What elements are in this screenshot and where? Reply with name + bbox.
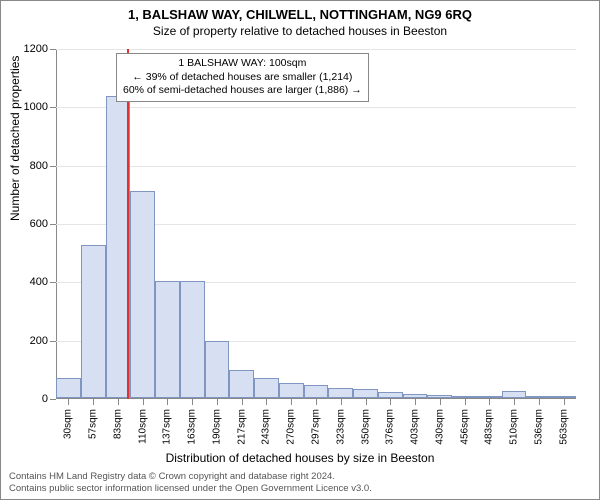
footer-attribution: Contains HM Land Registry data © Crown c… xyxy=(9,471,372,495)
plot-area: 02004006008001000120030sqm57sqm83sqm110s… xyxy=(56,49,576,399)
x-tick-label: 483sqm xyxy=(484,405,495,445)
x-tick-label: 137sqm xyxy=(162,405,173,445)
x-axis-title: Distribution of detached houses by size … xyxy=(1,451,599,465)
x-tick-label: 190sqm xyxy=(211,405,222,445)
x-tick-label: 110sqm xyxy=(137,405,148,444)
histogram-bar xyxy=(551,396,576,398)
y-tick-label: 1200 xyxy=(24,43,56,55)
annotation-line2: ← 39% of detached houses are smaller (1,… xyxy=(123,71,362,85)
histogram-bar xyxy=(353,389,378,398)
footer-line2: Contains public sector information licen… xyxy=(9,483,372,495)
histogram-bar xyxy=(452,396,477,398)
histogram-bar xyxy=(279,383,304,398)
x-tick-label: 563sqm xyxy=(558,405,569,445)
x-tick-label: 270sqm xyxy=(286,405,297,445)
x-tick-label: 57sqm xyxy=(88,405,99,439)
histogram-bar xyxy=(229,370,254,398)
histogram-bar xyxy=(378,392,403,398)
histogram-bar xyxy=(254,378,279,398)
histogram-bar xyxy=(304,385,329,398)
chart-container: 1, BALSHAW WAY, CHILWELL, NOTTINGHAM, NG… xyxy=(0,0,600,500)
histogram-bar xyxy=(56,378,81,398)
y-tick-label: 400 xyxy=(30,276,56,288)
annotation-box: 1 BALSHAW WAY: 100sqm ← 39% of detached … xyxy=(116,53,369,102)
x-tick-label: 297sqm xyxy=(311,405,322,445)
x-tick-label: 243sqm xyxy=(261,405,272,445)
x-tick-label: 83sqm xyxy=(112,405,123,439)
y-tick-label: 800 xyxy=(30,160,56,172)
y-axis-title: Number of detached properties xyxy=(8,56,22,221)
chart-subtitle: Size of property relative to detached ho… xyxy=(1,22,599,38)
y-tick-label: 0 xyxy=(42,393,56,405)
x-tick-label: 350sqm xyxy=(360,405,371,445)
x-tick-label: 323sqm xyxy=(335,405,346,445)
histogram-bar xyxy=(130,191,155,398)
annotation-line3: 60% of semi-detached houses are larger (… xyxy=(123,84,362,98)
histogram-bar xyxy=(205,341,230,398)
x-tick-label: 430sqm xyxy=(434,405,445,445)
footer-line1: Contains HM Land Registry data © Crown c… xyxy=(9,471,372,483)
histogram-bar xyxy=(81,245,106,398)
histogram-bar xyxy=(155,281,180,398)
grid-line xyxy=(56,166,576,167)
x-tick-label: 510sqm xyxy=(509,405,520,445)
x-tick-label: 456sqm xyxy=(459,405,470,445)
x-tick-label: 536sqm xyxy=(533,405,544,445)
y-tick-label: 200 xyxy=(30,335,56,347)
chart-title: 1, BALSHAW WAY, CHILWELL, NOTTINGHAM, NG… xyxy=(1,1,599,22)
histogram-bar xyxy=(180,281,205,398)
histogram-bar xyxy=(427,395,452,398)
histogram-bar xyxy=(502,391,527,398)
x-tick-label: 403sqm xyxy=(410,405,421,445)
histogram-bar xyxy=(328,388,353,398)
annotation-line1: 1 BALSHAW WAY: 100sqm xyxy=(123,57,362,71)
y-tick-label: 600 xyxy=(30,218,56,230)
x-tick-label: 163sqm xyxy=(187,405,198,445)
grid-line xyxy=(56,107,576,108)
x-tick-label: 217sqm xyxy=(236,405,247,445)
histogram-bar xyxy=(477,396,502,398)
grid-line xyxy=(56,49,576,50)
histogram-bar xyxy=(403,394,428,398)
x-tick-label: 30sqm xyxy=(63,405,74,439)
histogram-bar xyxy=(526,396,551,398)
x-tick-label: 376sqm xyxy=(385,405,396,445)
y-tick-label: 1000 xyxy=(24,101,56,113)
